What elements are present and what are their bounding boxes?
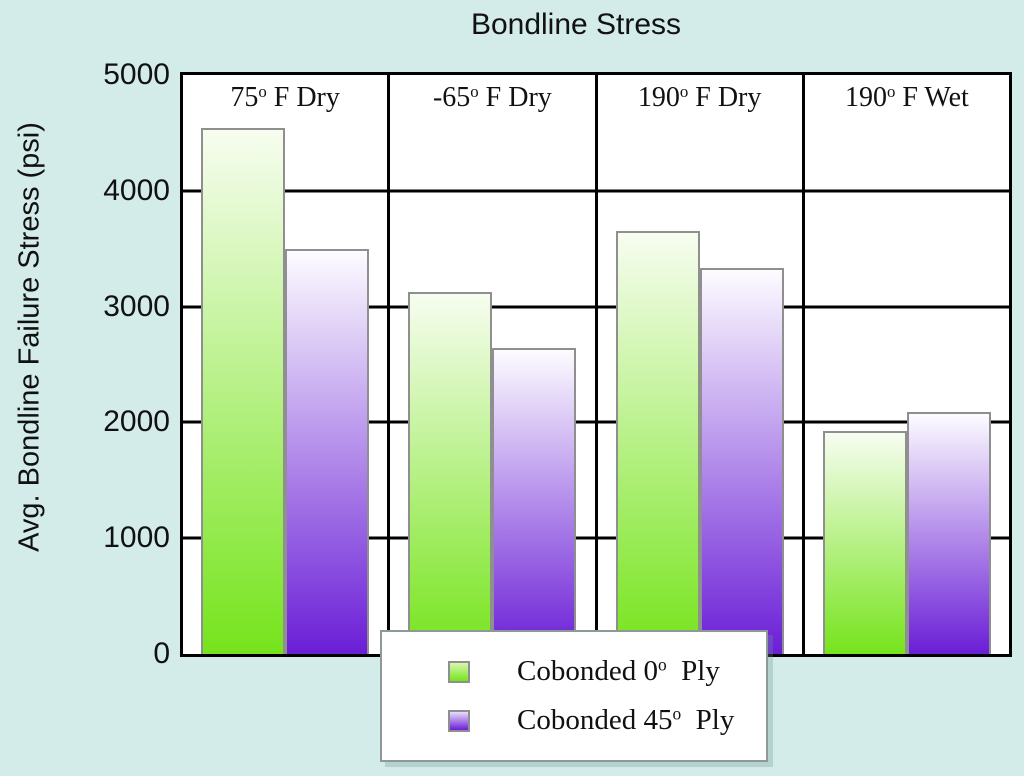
degree-superscript: o (679, 81, 689, 101)
legend-item-cobonded-0-ply: Cobonded 0o Ply (448, 655, 766, 688)
panel-label-text: F Dry (266, 82, 340, 113)
panel-label-neg65f-dry: -65o F Dry (390, 82, 594, 114)
legend-label-text: Cobonded 0 (517, 655, 658, 687)
bar-cobonded-45-ply-75f-dry (285, 248, 370, 654)
plot-area: 5000 4000 3000 2000 1000 0 75o F Dry -65… (103, 60, 1012, 669)
green-gradient-swatch (448, 660, 470, 683)
chart-title: Bondline Stress (470, 8, 682, 41)
legend-label: Cobonded 45o Ply (517, 704, 734, 737)
y-tick-label-1000: 1000 (103, 521, 170, 555)
degree-superscript: o (886, 81, 896, 101)
panel-75f-dry: 75o F Dry (183, 75, 391, 654)
panel-label-75f-dry: 75o F Dry (183, 82, 387, 114)
legend-label: Cobonded 0o Ply (517, 655, 720, 688)
bar-cobonded-45-ply-neg65f-dry (492, 348, 577, 654)
panel-label-text: 190 (844, 82, 887, 113)
y-tick-label-5000: 5000 (103, 58, 170, 91)
panel-label-text: 190 (637, 82, 680, 113)
legend: Cobonded 0o Ply Cobonded 45o Ply (380, 630, 768, 762)
y-tick-label-4000: 4000 (103, 173, 170, 207)
y-tick-label-0: 0 (153, 637, 170, 670)
y-tick-label-3000: 3000 (103, 289, 170, 323)
panel-label-text: F Dry (478, 82, 552, 113)
legend-item-cobonded-45-ply: Cobonded 45o Ply (448, 704, 766, 737)
panel-190f-wet: 190o F Wet (805, 75, 1009, 654)
degree-superscript: o (672, 703, 682, 724)
bar-cobonded-45-ply-190f-dry (699, 268, 784, 654)
panel-label-text: F Wet (895, 82, 969, 113)
degree-superscript: o (470, 81, 479, 101)
degree-superscript: o (657, 654, 667, 675)
panel-label-190f-dry: 190o F Dry (598, 82, 802, 114)
y-axis-label: Avg. Bondline Failure Stress (psi) (13, 122, 46, 552)
legend-label-text: Cobonded 45 (517, 704, 673, 736)
panel-label-text: 75 (230, 82, 259, 113)
panel-group: 75o F Dry -65o F Dry 190o F Dry 190o F W… (183, 75, 1009, 654)
panel-label-190f-wet: 190o F Wet (805, 82, 1009, 114)
bar-cobonded-0-ply-190f-wet (822, 430, 907, 654)
bar-cobonded-45-ply-190f-wet (906, 411, 991, 654)
bar-cobonded-0-ply-190f-dry (615, 231, 700, 654)
legend-label-text: Ply (666, 655, 720, 687)
purple-gradient-swatch (448, 709, 470, 732)
panel-neg65f-dry: -65o F Dry (390, 75, 598, 654)
bar-cobonded-0-ply-75f-dry (201, 128, 286, 654)
panel-190f-dry: 190o F Dry (598, 75, 805, 654)
panel-label-text: -65 (432, 82, 471, 113)
y-tick-label-2000: 2000 (103, 405, 170, 439)
bar-cobonded-0-ply-neg65f-dry (408, 291, 493, 654)
panel-label-text: F Dry (688, 82, 762, 113)
degree-superscript: o (258, 81, 267, 101)
legend-label-text: Ply (681, 704, 735, 736)
